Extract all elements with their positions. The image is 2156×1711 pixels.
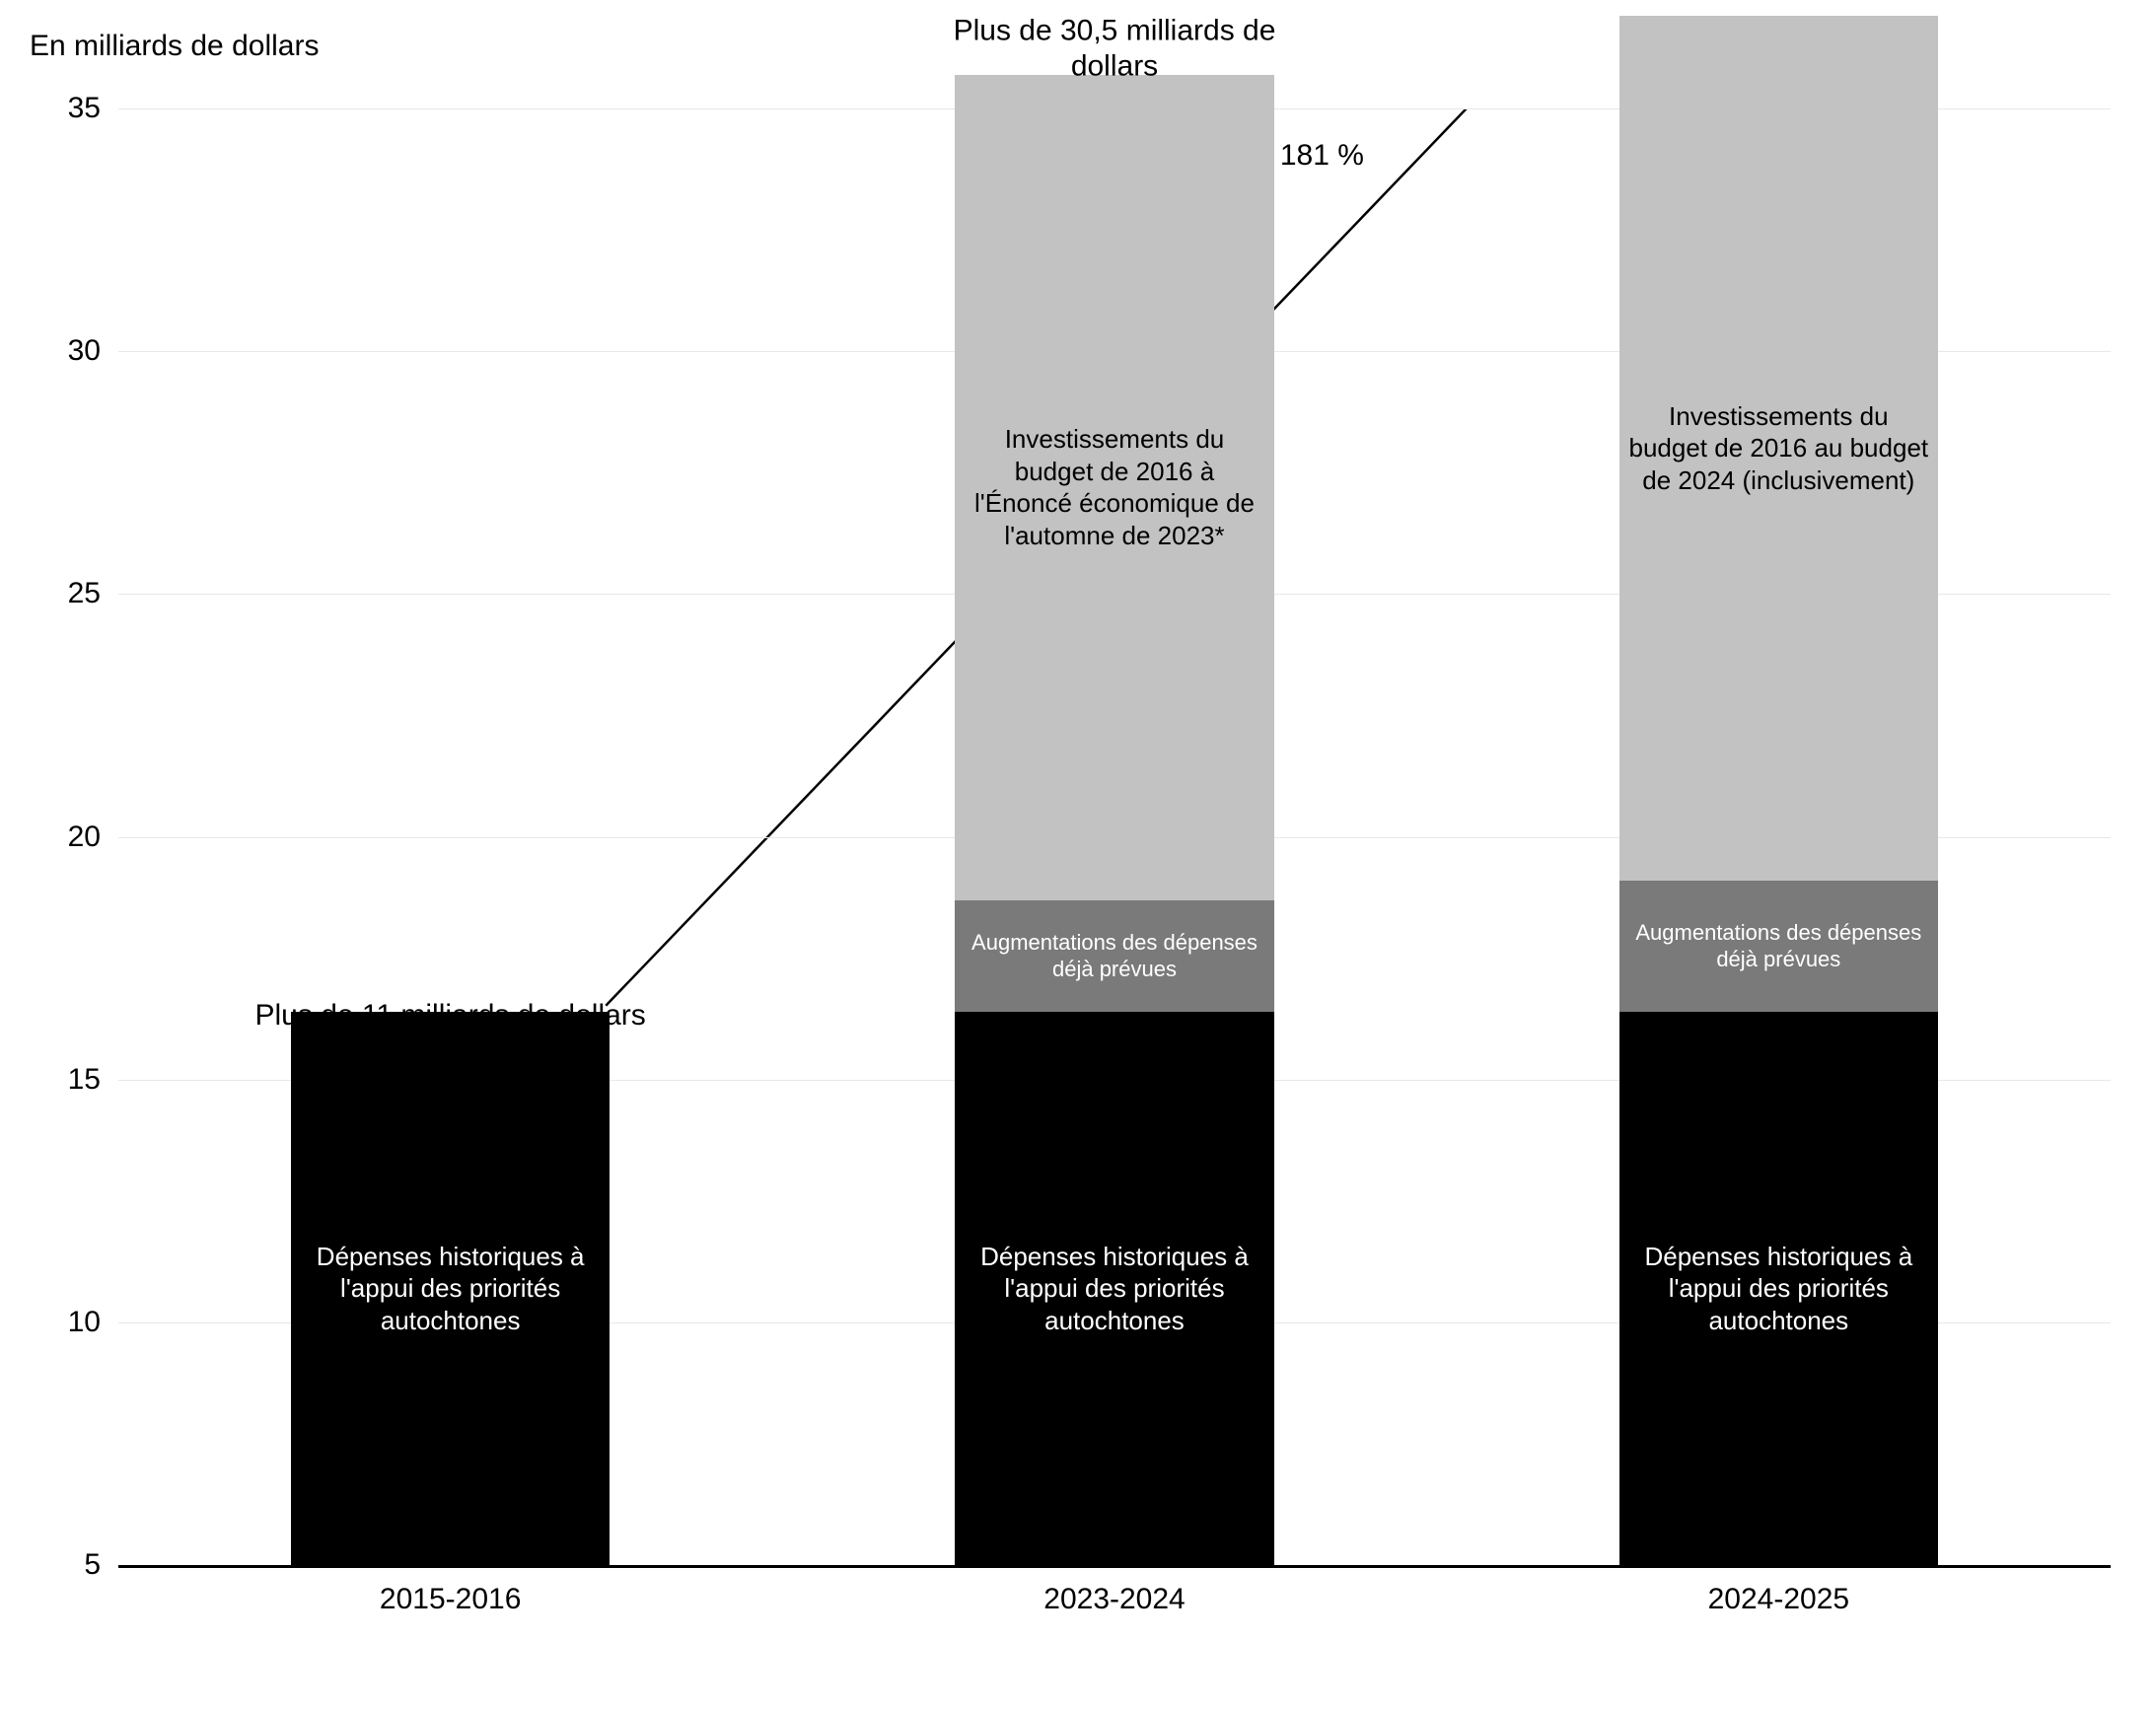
arrow-label: 181 % <box>1280 139 1364 173</box>
bar-segment-label: Dépenses historiques à l'appui des prior… <box>963 1241 1265 1337</box>
bar-segment-historic: Dépenses historiques à l'appui des prior… <box>955 1012 1273 1565</box>
bar-segment-label: Investissements du budget de 2016 au bud… <box>1627 400 1930 497</box>
bar-segment-label: Augmentations des dépenses déjà prévues <box>963 929 1265 983</box>
y-tick-label: 20 <box>39 820 118 854</box>
bar-segment-label: Dépenses historiques à l'appui des prior… <box>299 1241 602 1337</box>
bar-segment-planned_increase: Augmentations des dépenses déjà prévues <box>955 900 1273 1012</box>
y-tick-label: 15 <box>39 1063 118 1097</box>
bar-top-label: Plus de 30,5 milliards de dollars <box>907 13 1322 60</box>
bar-segment-label: Investissements du budget de 2016 à l'Én… <box>963 423 1265 551</box>
x-tick-label: 2023-2024 <box>1043 1565 1185 1616</box>
bar-segment-historic: Dépenses historiques à l'appui des prior… <box>291 1012 610 1565</box>
y-tick-label: 30 <box>39 334 118 368</box>
bar-top-label: Environ 32 milliards de dollars <box>1571 0 1985 2</box>
bar-segment-investments: Investissements du budget de 2016 à l'Én… <box>955 75 1273 900</box>
y-axis-title: En milliards de dollars <box>30 30 319 63</box>
y-tick-label: 10 <box>39 1306 118 1339</box>
stacked-bar-chart: En milliards de dollars 5101520253035Dép… <box>30 30 2126 1681</box>
x-tick-label: 2024-2025 <box>1708 1565 1849 1616</box>
y-tick-label: 5 <box>39 1548 118 1582</box>
y-tick-label: 35 <box>39 92 118 125</box>
y-tick-label: 25 <box>39 577 118 610</box>
bar-segment-label: Dépenses historiques à l'appui des prior… <box>1627 1241 1930 1337</box>
bar-segment-planned_increase: Augmentations des dépenses déjà prévues <box>1619 881 1938 1012</box>
plot-area: 5101520253035Dépenses historiques à l'ap… <box>118 108 2111 1568</box>
x-tick-label: 2015-2016 <box>380 1565 521 1616</box>
bar-segment-historic: Dépenses historiques à l'appui des prior… <box>1619 1012 1938 1565</box>
bar-segment-label: Augmentations des dépenses déjà prévues <box>1627 919 1930 973</box>
bar-segment-investments: Investissements du budget de 2016 au bud… <box>1619 16 1938 880</box>
